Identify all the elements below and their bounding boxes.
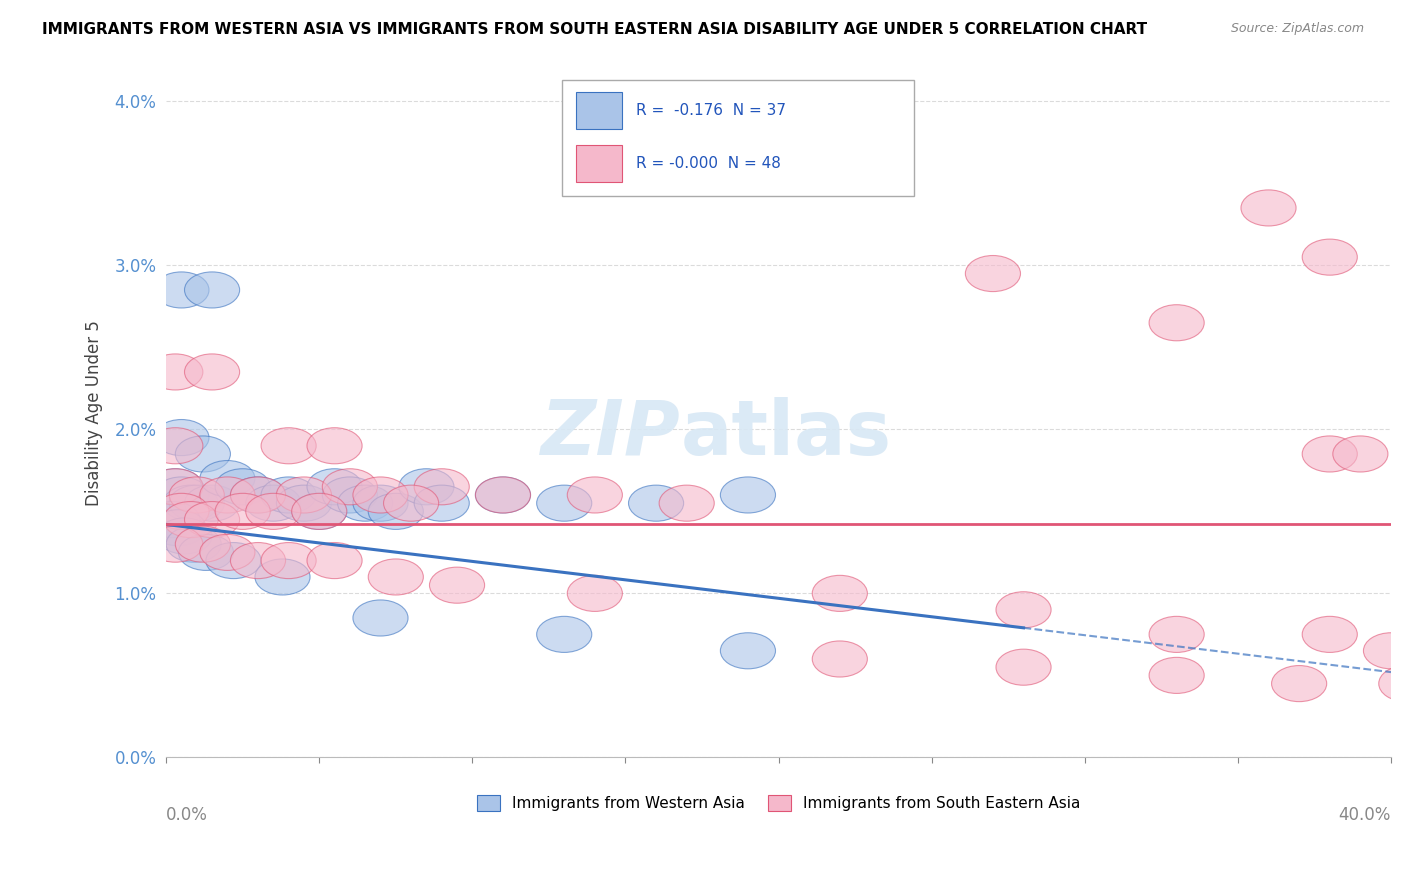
- Ellipse shape: [215, 468, 270, 505]
- Ellipse shape: [153, 419, 209, 456]
- Ellipse shape: [148, 428, 202, 464]
- Ellipse shape: [659, 485, 714, 521]
- Ellipse shape: [169, 477, 225, 513]
- Ellipse shape: [307, 542, 363, 579]
- Text: R =  -0.176  N = 37: R = -0.176 N = 37: [636, 103, 786, 118]
- Ellipse shape: [184, 272, 239, 308]
- Ellipse shape: [322, 468, 377, 505]
- Ellipse shape: [153, 493, 209, 530]
- Ellipse shape: [966, 255, 1021, 292]
- Ellipse shape: [567, 477, 623, 513]
- Ellipse shape: [153, 272, 209, 308]
- Ellipse shape: [337, 485, 392, 521]
- Ellipse shape: [184, 501, 239, 538]
- FancyBboxPatch shape: [562, 80, 914, 196]
- Ellipse shape: [200, 534, 254, 570]
- Ellipse shape: [148, 468, 202, 505]
- Ellipse shape: [184, 354, 239, 390]
- Ellipse shape: [1364, 632, 1406, 669]
- Ellipse shape: [353, 477, 408, 513]
- Ellipse shape: [291, 493, 347, 530]
- Ellipse shape: [1302, 239, 1357, 276]
- Ellipse shape: [1379, 665, 1406, 702]
- Ellipse shape: [1302, 616, 1357, 652]
- Ellipse shape: [246, 485, 301, 521]
- Legend: Immigrants from Western Asia, Immigrants from South Eastern Asia: Immigrants from Western Asia, Immigrants…: [470, 788, 1088, 819]
- Ellipse shape: [1149, 657, 1204, 693]
- Ellipse shape: [399, 468, 454, 505]
- Ellipse shape: [628, 485, 683, 521]
- Text: ZIP: ZIP: [541, 397, 681, 471]
- Ellipse shape: [157, 518, 212, 554]
- Ellipse shape: [169, 485, 225, 521]
- Ellipse shape: [368, 559, 423, 595]
- Ellipse shape: [145, 501, 200, 538]
- Ellipse shape: [1241, 190, 1296, 226]
- Ellipse shape: [720, 632, 776, 669]
- Ellipse shape: [1271, 665, 1327, 702]
- Text: atlas: atlas: [681, 397, 891, 471]
- Ellipse shape: [246, 493, 301, 530]
- Ellipse shape: [537, 616, 592, 652]
- Ellipse shape: [277, 485, 332, 521]
- Ellipse shape: [148, 468, 202, 505]
- Ellipse shape: [384, 485, 439, 521]
- Ellipse shape: [262, 477, 316, 513]
- Ellipse shape: [205, 542, 262, 579]
- Ellipse shape: [1149, 616, 1204, 652]
- Ellipse shape: [176, 526, 231, 562]
- Ellipse shape: [1149, 305, 1204, 341]
- Ellipse shape: [537, 485, 592, 521]
- Ellipse shape: [429, 567, 485, 603]
- Ellipse shape: [262, 428, 316, 464]
- Ellipse shape: [163, 485, 218, 521]
- Ellipse shape: [176, 436, 231, 472]
- Ellipse shape: [231, 542, 285, 579]
- Ellipse shape: [277, 477, 332, 513]
- Ellipse shape: [415, 485, 470, 521]
- Ellipse shape: [153, 477, 209, 513]
- Ellipse shape: [567, 575, 623, 611]
- Ellipse shape: [184, 485, 239, 521]
- Ellipse shape: [995, 649, 1052, 685]
- Ellipse shape: [150, 509, 205, 546]
- Ellipse shape: [163, 501, 218, 538]
- Ellipse shape: [166, 526, 221, 562]
- Ellipse shape: [291, 493, 347, 530]
- FancyBboxPatch shape: [576, 92, 621, 129]
- Text: R = -0.000  N = 48: R = -0.000 N = 48: [636, 156, 782, 171]
- Ellipse shape: [148, 354, 202, 390]
- Ellipse shape: [307, 468, 363, 505]
- Ellipse shape: [353, 600, 408, 636]
- Ellipse shape: [720, 477, 776, 513]
- Ellipse shape: [813, 575, 868, 611]
- Ellipse shape: [254, 559, 311, 595]
- Ellipse shape: [368, 493, 423, 530]
- FancyBboxPatch shape: [576, 145, 621, 182]
- Ellipse shape: [231, 477, 285, 513]
- Ellipse shape: [179, 534, 233, 570]
- Ellipse shape: [353, 485, 408, 521]
- Ellipse shape: [200, 460, 254, 497]
- Ellipse shape: [1333, 436, 1388, 472]
- Ellipse shape: [148, 526, 202, 562]
- Ellipse shape: [475, 477, 530, 513]
- Y-axis label: Disability Age Under 5: Disability Age Under 5: [86, 320, 103, 506]
- Ellipse shape: [995, 591, 1052, 628]
- Ellipse shape: [813, 641, 868, 677]
- Text: Source: ZipAtlas.com: Source: ZipAtlas.com: [1230, 22, 1364, 36]
- Text: 0.0%: 0.0%: [166, 805, 208, 823]
- Text: IMMIGRANTS FROM WESTERN ASIA VS IMMIGRANTS FROM SOUTH EASTERN ASIA DISABILITY AG: IMMIGRANTS FROM WESTERN ASIA VS IMMIGRAN…: [42, 22, 1147, 37]
- Ellipse shape: [322, 477, 377, 513]
- Ellipse shape: [215, 493, 270, 530]
- Ellipse shape: [262, 542, 316, 579]
- Ellipse shape: [231, 477, 285, 513]
- Ellipse shape: [415, 468, 470, 505]
- Ellipse shape: [1302, 436, 1357, 472]
- Ellipse shape: [307, 428, 363, 464]
- Text: 40.0%: 40.0%: [1339, 805, 1391, 823]
- Ellipse shape: [200, 477, 254, 513]
- Ellipse shape: [475, 477, 530, 513]
